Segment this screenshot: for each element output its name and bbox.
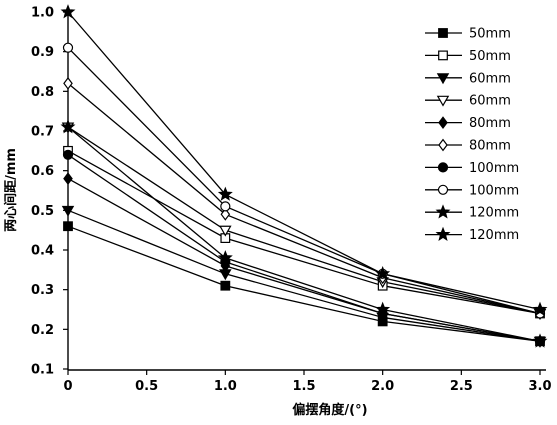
x-axis-label: 偏摆角度/(°): [292, 402, 367, 418]
legend-item: 80mm: [425, 139, 511, 154]
x-tick-label: 3.0: [528, 379, 551, 394]
y-tick-label: 0.5: [31, 204, 54, 219]
y-tick-label: 0.8: [31, 85, 54, 100]
legend-item: 60mm: [425, 71, 511, 86]
y-tick-label: 0.6: [31, 164, 54, 179]
x-tick-label: 2.0: [371, 379, 394, 394]
legend-marker: [436, 73, 450, 85]
legend-item: 60mm: [425, 94, 511, 109]
data-point-8-3: [532, 333, 548, 348]
series-line-9: [67, 11, 541, 311]
legend-label: 100mm: [469, 183, 519, 198]
legend-item: 80mm: [425, 116, 511, 131]
data-point-7-0: [62, 42, 74, 53]
series-line-3: [67, 126, 541, 315]
series-line-7: [67, 47, 541, 315]
x-tick-label: 1.0: [214, 379, 237, 394]
legend-item: 100mm: [425, 161, 519, 176]
data-point-8-2: [375, 301, 391, 316]
axes: [67, 8, 546, 371]
legend-item: 120mm: [425, 226, 519, 243]
legend-label: 60mm: [469, 71, 511, 86]
series-markers: [60, 4, 548, 348]
y-axis-label: 两心间距/mm: [3, 148, 19, 232]
y-tick-label: 0.7: [31, 125, 54, 140]
legend-label: 100mm: [469, 161, 519, 176]
series-line-5: [67, 82, 541, 315]
legend-marker: [436, 95, 450, 107]
legend-label: 50mm: [469, 49, 511, 64]
series-line-2: [67, 209, 541, 342]
axis-ticks: 0.1 0.2 0.3 0.4 0.5 0.6 0.7 0.8 0.9 1.0 0 0.5 1.0 1.5…: [31, 6, 552, 395]
legend-marker: [437, 162, 449, 173]
legend-label: 80mm: [469, 116, 511, 131]
legend-item: 100mm: [425, 183, 519, 198]
legend-marker: [438, 50, 448, 61]
legend-marker: [438, 138, 448, 152]
legend-label: 60mm: [469, 94, 511, 109]
data-point-3-1: [219, 225, 232, 237]
series-line-0: [67, 225, 541, 342]
legend-marker: [437, 184, 449, 195]
x-tick-label: 0.5: [135, 379, 158, 394]
legend: 50mm 50mm 60mm 60mm 80mm 80mm 100mm 100mm 120mm 1…: [425, 27, 519, 243]
data-point-8-1: [217, 250, 233, 265]
data-point-9-0: [60, 4, 76, 19]
data-point-5-1: [220, 207, 231, 221]
legend-marker: [435, 204, 451, 219]
series-line-6: [67, 154, 541, 342]
y-tick-label: 0.9: [31, 45, 54, 60]
y-tick-label: 1.0: [31, 6, 54, 21]
legend-item: 50mm: [425, 27, 511, 42]
x-tick-label: 2.5: [450, 379, 473, 394]
data-point-0-0: [63, 221, 73, 232]
data-point-8-0: [60, 119, 76, 134]
data-point-6-0: [62, 149, 74, 160]
legend-marker: [435, 226, 451, 241]
data-point-0-1: [220, 280, 231, 291]
data-point-9-1: [217, 186, 233, 201]
series-line-8: [67, 126, 541, 342]
legend-label: 50mm: [469, 27, 511, 42]
y-tick-label: 0.1: [31, 363, 54, 378]
legend-marker: [438, 28, 448, 38]
x-tick-label: 1.5: [292, 379, 315, 394]
legend-marker: [438, 116, 448, 130]
y-tick-label: 0.3: [31, 283, 54, 298]
x-tick-label: 0: [63, 379, 72, 394]
legend-label: 80mm: [469, 139, 511, 154]
data-point-4-0: [63, 172, 73, 185]
data-point-9-3: [532, 301, 548, 316]
data-point-5-0: [63, 76, 73, 90]
legend-item: 120mm: [425, 204, 519, 221]
legend-label: 120mm: [469, 228, 519, 243]
data-point-7-1: [220, 201, 231, 212]
legend-label: 120mm: [469, 206, 519, 221]
series-lines: [67, 11, 541, 342]
series-line-1: [67, 150, 541, 315]
y-tick-label: 0.2: [31, 323, 54, 338]
legend-item: 50mm: [425, 49, 511, 64]
data-point-2-0: [61, 205, 75, 217]
y-tick-label: 0.4: [31, 244, 54, 259]
data-point-9-2: [375, 265, 391, 281]
